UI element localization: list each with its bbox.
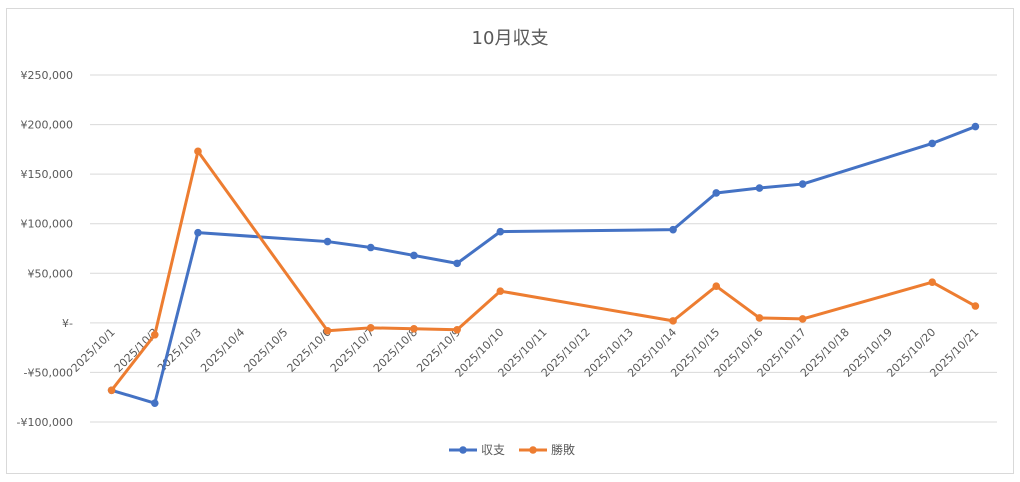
series-line-0 <box>110 125 977 405</box>
legend-label: 勝敗 <box>551 442 575 457</box>
data-point <box>366 243 375 252</box>
data-point <box>971 122 980 131</box>
y-tick-label: ¥- <box>62 317 73 330</box>
y-axis-ticks: ¥250,000 ¥200,000 ¥150,000 ¥100,000 ¥50,000 ¥… <box>17 69 73 429</box>
data-point <box>150 399 159 407</box>
data-point <box>453 259 461 268</box>
chart-title: 10月収支 <box>472 28 549 49</box>
legend: 収支 勝敗 <box>449 442 575 457</box>
y-tick-label: ¥200,000 <box>21 119 74 132</box>
data-point <box>669 317 677 325</box>
data-point <box>323 237 332 246</box>
data-point <box>798 180 807 188</box>
data-point <box>366 324 375 332</box>
y-tick-label: ¥250,000 <box>21 69 74 82</box>
x-tick-label: 2025/10/8 <box>371 326 420 375</box>
data-point <box>496 287 505 295</box>
data-point <box>669 225 677 234</box>
data-point <box>150 330 159 339</box>
data-point <box>712 189 721 197</box>
legend-marker <box>459 446 467 454</box>
data-point <box>410 325 418 333</box>
data-point <box>755 314 764 322</box>
legend-marker <box>529 446 537 454</box>
x-tick-label: 2025/10/4 <box>198 326 247 375</box>
x-axis-ticks: 2025/10/12025/10/22025/10/32025/10/42025… <box>69 326 982 380</box>
x-tick-label: 2025/10/1 <box>69 326 118 375</box>
data-point <box>323 326 332 335</box>
y-tick-label: ¥100,000 <box>21 218 74 231</box>
data-point <box>496 227 505 236</box>
y-tick-label: ¥50,000 <box>28 267 74 280</box>
y-tick-label: ¥150,000 <box>21 168 74 181</box>
series-line-1 <box>110 149 977 392</box>
data-point <box>194 147 202 156</box>
x-tick-label: 2025/10/5 <box>241 326 290 375</box>
data-point <box>928 278 937 287</box>
data-point <box>712 282 721 290</box>
data-point <box>107 386 116 395</box>
data-point <box>798 315 807 323</box>
x-tick-label: 2025/10/7 <box>328 326 377 375</box>
data-point <box>194 228 202 237</box>
legend-label: 収支 <box>481 443 505 457</box>
data-point <box>755 184 764 192</box>
y-tick-label: -¥100,000 <box>17 416 73 429</box>
data-point <box>928 139 937 148</box>
data-point <box>453 325 461 334</box>
y-tick-label: -¥50,000 <box>24 366 73 379</box>
series-lines <box>107 122 980 407</box>
chart-frame: 10月収支 ¥250,000 ¥200,000 ¥150,000 ¥100,000 ¥5… <box>6 8 1014 474</box>
data-point <box>971 302 980 310</box>
data-point <box>410 251 418 260</box>
line-chart: 10月収支 ¥250,000 ¥200,000 ¥150,000 ¥100,000 ¥5… <box>17 28 997 457</box>
gridlines <box>90 74 997 423</box>
